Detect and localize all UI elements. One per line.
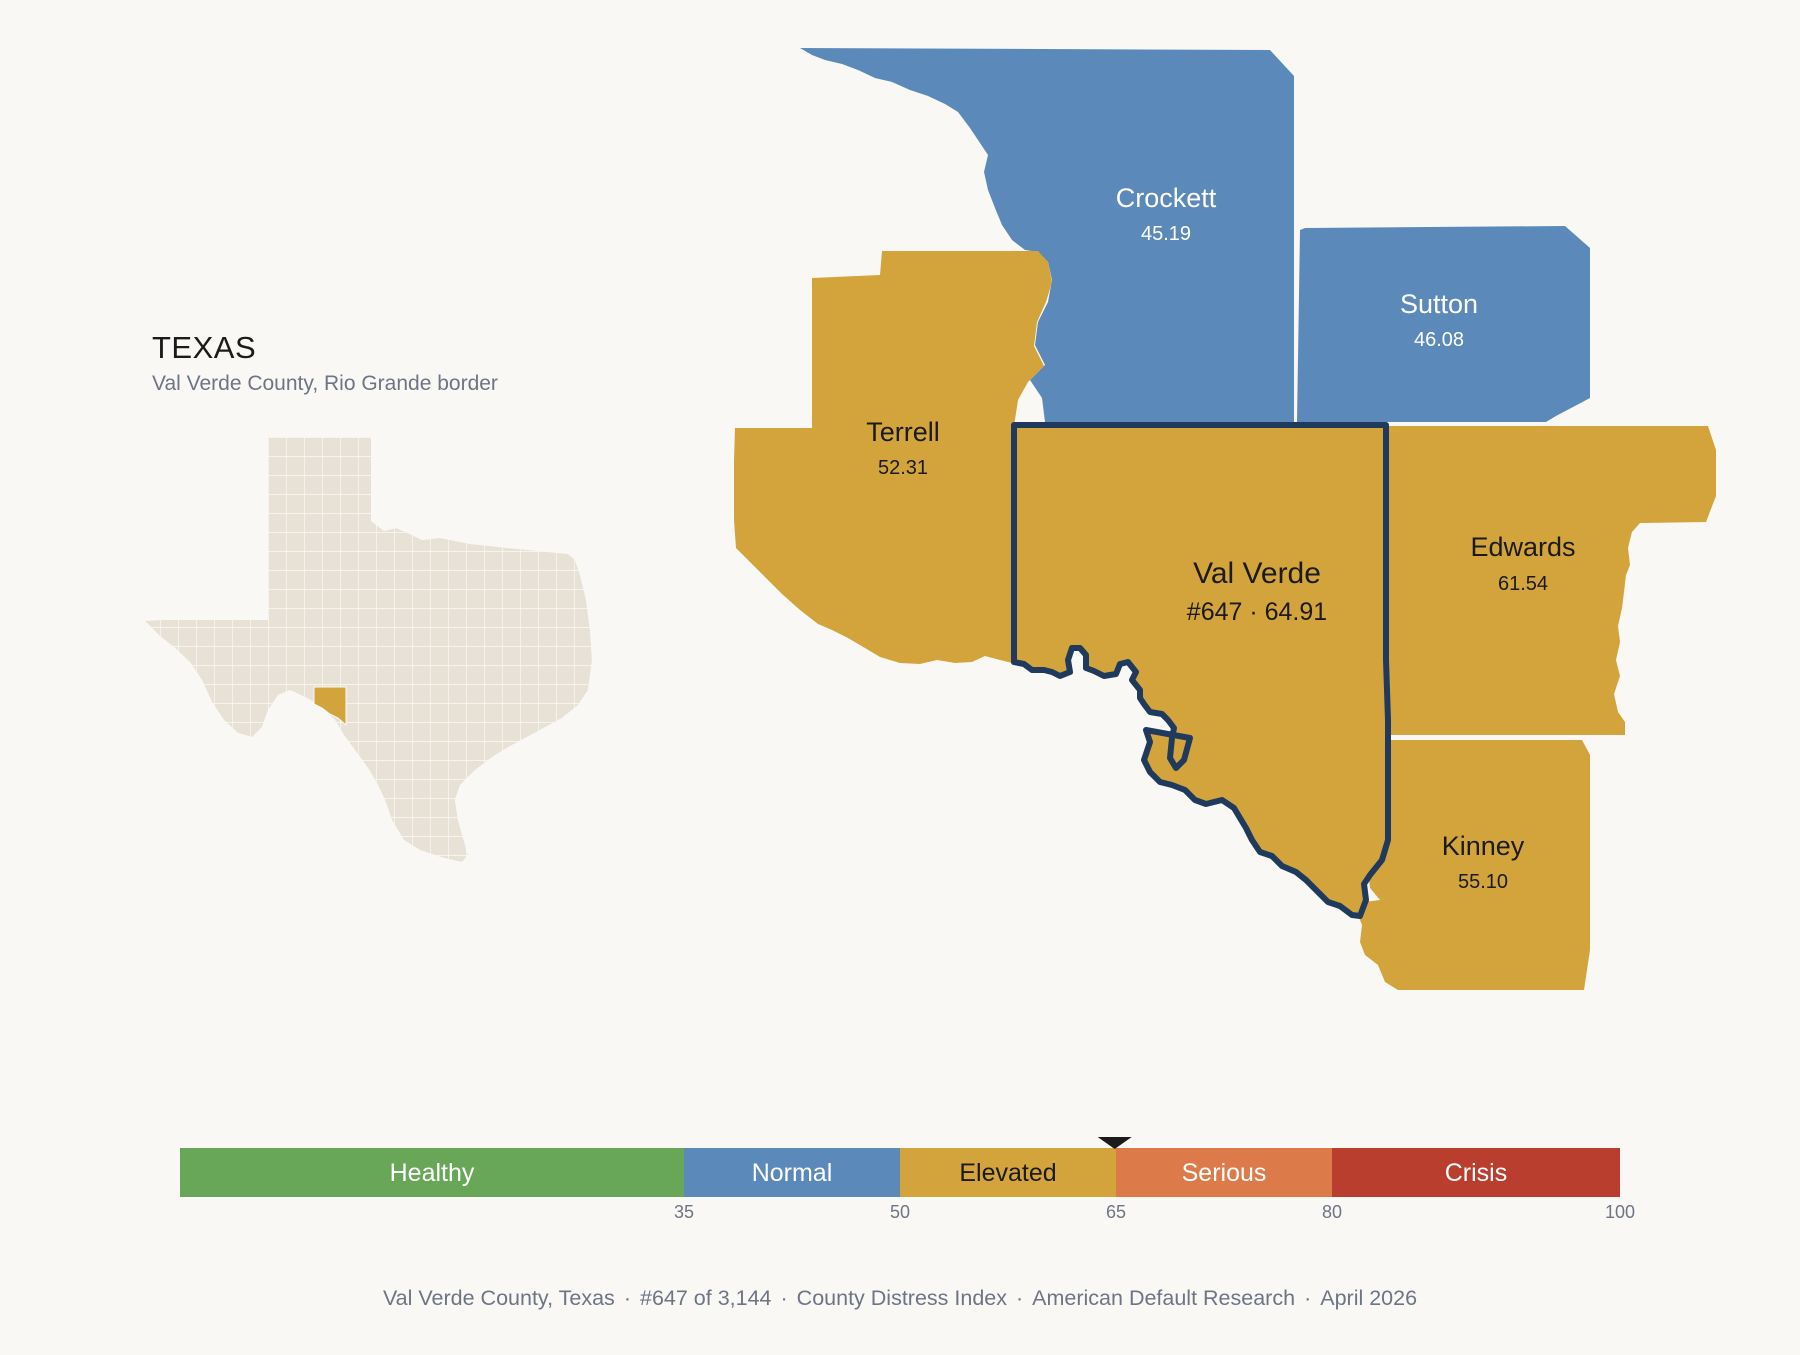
county-name-val-verde: Val Verde xyxy=(1193,557,1321,590)
scale-tick-label: 50 xyxy=(890,1202,910,1222)
county-name-kinney: Kinney xyxy=(1442,831,1525,861)
county-value-crockett: 45.19 xyxy=(1141,223,1191,245)
county-value-edwards: 61.54 xyxy=(1498,573,1548,595)
county-choropleth xyxy=(734,48,1716,990)
county-val-verde[interactable] xyxy=(1011,422,1391,919)
scale-band-elevated xyxy=(900,1148,1116,1197)
county-name-crockett: Crockett xyxy=(1116,183,1217,213)
county-kinney[interactable] xyxy=(1358,740,1590,990)
county-value-sutton: 46.08 xyxy=(1414,329,1464,351)
scale-band-crisis xyxy=(1332,1148,1620,1197)
inset-val-verde-highlight xyxy=(313,686,347,727)
footer-publisher: American Default Research xyxy=(1032,1286,1296,1310)
scale-tick-label: 100 xyxy=(1605,1202,1635,1222)
inset-state-title: TEXAS xyxy=(152,330,257,365)
scale-band-label-crisis: Crisis xyxy=(1445,1159,1508,1187)
scale-tick-label: 35 xyxy=(674,1202,694,1222)
footer-date: April 2026 xyxy=(1320,1286,1418,1310)
county-value-terrell: 52.31 xyxy=(878,457,928,479)
county-terrell[interactable] xyxy=(734,251,1052,664)
footer-county: Val Verde County, Texas xyxy=(382,1286,615,1310)
texas-inset-map xyxy=(145,437,592,862)
texas-state-shape xyxy=(145,437,592,862)
county-sutton[interactable] xyxy=(1297,226,1590,422)
county-edwards[interactable] xyxy=(1386,426,1716,735)
scale-tick-label: 80 xyxy=(1322,1202,1342,1222)
county-name-terrell: Terrell xyxy=(866,417,940,447)
footer-rank: #647 of 3,144 xyxy=(639,1286,772,1310)
county-name-edwards: Edwards xyxy=(1470,532,1575,562)
distress-scale-legend: Healthy Normal Elevated Serious Crisis 35 50 65… xyxy=(180,1137,1635,1222)
scale-band-healthy xyxy=(180,1148,684,1197)
footer-index-name: County Distress Index xyxy=(796,1286,1007,1310)
scale-band-normal xyxy=(684,1148,900,1197)
scale-band-label-normal: Normal xyxy=(752,1159,833,1187)
county-value-kinney: 55.10 xyxy=(1458,871,1508,893)
scale-band-label-healthy: Healthy xyxy=(390,1159,475,1187)
county-crockett[interactable] xyxy=(800,48,1294,422)
county-value-val-verde: #647 · 64.91 xyxy=(1187,598,1327,626)
scale-marker-icon xyxy=(1097,1137,1132,1149)
footer-caption: Val Verde County, Texas · #647 of 3,144 · Co… xyxy=(382,1286,1418,1310)
county-name-sutton: Sutton xyxy=(1400,289,1478,319)
inset-subtitle: Val Verde County, Rio Grande border xyxy=(152,372,498,395)
county-labels: Crockett 45.19 Sutton 46.08 Terrell 52.3… xyxy=(866,183,1575,893)
scale-band-serious xyxy=(1116,1148,1332,1197)
scale-band-label-elevated: Elevated xyxy=(959,1159,1056,1187)
scale-tick-label: 65 xyxy=(1106,1202,1126,1222)
scale-band-label-serious: Serious xyxy=(1182,1159,1267,1187)
